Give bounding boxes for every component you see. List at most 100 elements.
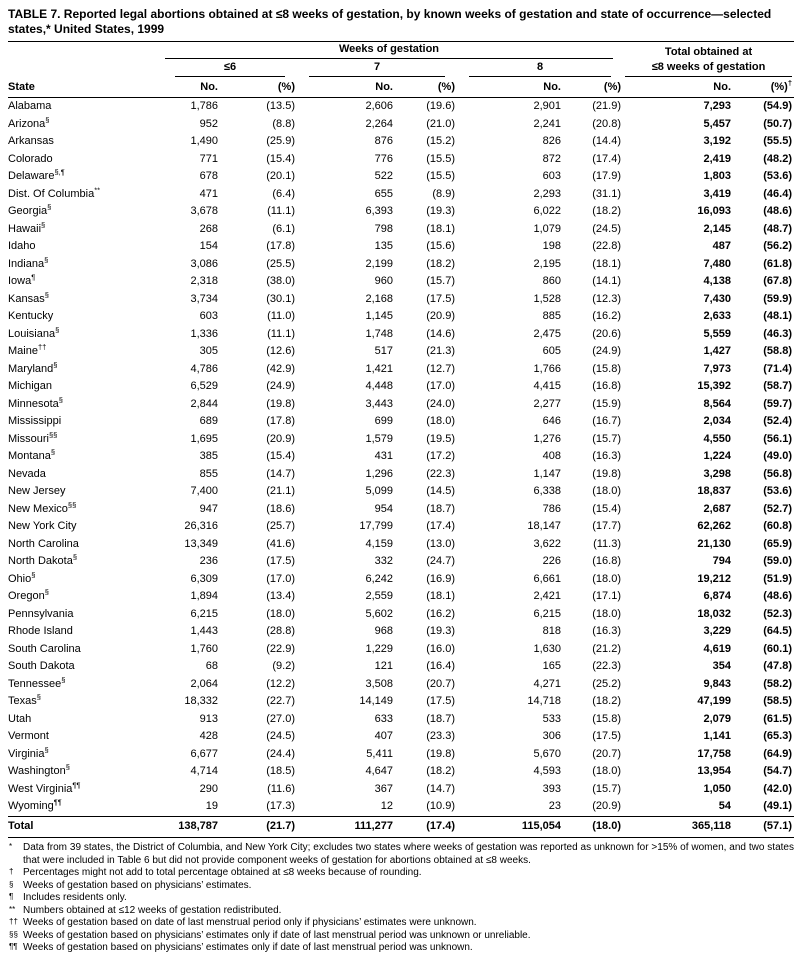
table-title: TABLE 7. Reported legal abortions obtain… bbox=[8, 7, 794, 42]
no-le6-cell: 154 bbox=[199, 240, 218, 252]
no-le6-cell: 138,787 bbox=[163, 815, 220, 838]
state-cell: Missouri§§ bbox=[8, 429, 58, 445]
total-no-cell: 3,419 bbox=[703, 187, 732, 200]
state-footnote-marker: § bbox=[44, 744, 49, 754]
no-8-cell: 4,593 bbox=[533, 765, 561, 777]
state-footnote-marker: ¶¶ bbox=[53, 797, 62, 807]
total-row: Total 138,787 (21.7) 111,277 (17.4) 115,054 (1… bbox=[8, 815, 795, 838]
subgroup-7-header: 7 bbox=[297, 60, 457, 78]
total-pct-cell: (58.7) bbox=[763, 380, 793, 392]
state-cell: Delaware§,¶ bbox=[8, 167, 65, 182]
pct-8-cell: (31.1) bbox=[592, 187, 622, 200]
footnote-text: Weeks of gestation based on physicians’ … bbox=[23, 879, 252, 891]
state-cell: Maryland§ bbox=[8, 359, 58, 375]
state-cell: Kansas§ bbox=[8, 289, 49, 305]
no-8-cell: 23 bbox=[548, 800, 561, 812]
pct-8-cell: (15.9) bbox=[592, 397, 622, 410]
table-row: Kansas§ 3,734 (30.1) 2,168 (17.5) 1,528 (12.3)… bbox=[8, 291, 794, 309]
pct-8-cell: (17.9) bbox=[592, 170, 622, 182]
total-no-cell: 21,130 bbox=[697, 537, 732, 550]
no-le6-column-header: No. bbox=[163, 78, 220, 98]
footnote: † Percentages might not add to total perc… bbox=[8, 867, 794, 880]
total-no-cell: 4,138 bbox=[703, 275, 732, 287]
pct-7-cell: (18.7) bbox=[426, 712, 455, 725]
no-7-cell: 1,145 bbox=[365, 310, 393, 322]
table-row: Georgia§ 3,678 (11.1) 6,393 (19.3) 6,022 (18.2… bbox=[8, 203, 794, 221]
state-cell: Arkansas bbox=[8, 135, 54, 147]
pct-le6-cell: (25.5) bbox=[266, 257, 295, 270]
total-pct-cell: (64.5) bbox=[763, 625, 793, 637]
no-le6-cell: 19 bbox=[205, 800, 218, 812]
pct-7-cell: (16.4) bbox=[426, 660, 455, 672]
total-no-cell: 6,874 bbox=[703, 590, 732, 602]
no-7-cell: 2,199 bbox=[365, 257, 393, 270]
no-le6-cell: 7,400 bbox=[190, 485, 218, 497]
state-footnote-marker: § bbox=[44, 289, 49, 299]
pct-7-cell: (19.6) bbox=[426, 100, 455, 112]
pct-8-cell: (16.8) bbox=[592, 555, 622, 567]
total-no-cell: 1,803 bbox=[703, 170, 732, 182]
no-7-cell: 699 bbox=[374, 415, 393, 427]
pct-8-cell: (21.9) bbox=[592, 100, 622, 112]
no-8-column-header: No. bbox=[457, 78, 563, 98]
header-spacer bbox=[8, 60, 163, 78]
no-le6-cell: 678 bbox=[199, 170, 218, 182]
total-pct-cell: (42.0) bbox=[763, 782, 793, 795]
pct-le6-cell: (27.0) bbox=[266, 712, 295, 725]
no-7-cell: 6,393 bbox=[365, 205, 393, 217]
table-row: Virginia§ 6,677 (24.4) 5,411 (19.8) 5,670 (20.… bbox=[8, 746, 794, 764]
state-footnote-marker: §§ bbox=[48, 429, 58, 439]
subgroup-le6-label: ≤6 bbox=[175, 61, 285, 77]
total-obtained-header-line2: ≤8 weeks of gestation bbox=[623, 60, 794, 78]
no-7-cell: 12 bbox=[380, 800, 393, 812]
pct-le6-cell: (30.1) bbox=[266, 292, 295, 305]
no-7-cell: 2,168 bbox=[365, 292, 393, 305]
weeks-of-gestation-header: Weeks of gestation bbox=[163, 42, 623, 60]
table-row: Iowa¶ 2,318 (38.0) 960 (15.7) 860 (14.1) 4,138 (… bbox=[8, 273, 794, 291]
no-le6-cell: 3,734 bbox=[190, 292, 218, 305]
pct-8-cell: (18.2) bbox=[592, 695, 622, 707]
no-le6-cell: 428 bbox=[199, 730, 218, 742]
state-cell: New York City bbox=[8, 520, 77, 532]
table-row: Montana§ 385 (15.4) 431 (17.2) 408 (16.3) 1,224… bbox=[8, 448, 794, 466]
state-column-header: State bbox=[8, 78, 163, 98]
pct-7-cell: (16.0) bbox=[426, 642, 455, 655]
pct-7-cell: (16.9) bbox=[426, 572, 455, 585]
table-row: Arizona§ 952 (8.8) 2,264 (21.0) 2,241 (20.8) 5,… bbox=[8, 116, 794, 134]
table-row: Wyoming¶¶ 19 (17.3) 12 (10.9) 23 (20.9) 54 (49.1… bbox=[8, 798, 794, 816]
footnote-text: Weeks of gestation based on physicians’ … bbox=[23, 942, 473, 953]
pct-7-cell: (18.1) bbox=[426, 222, 455, 235]
no-le6-cell: 1,695 bbox=[190, 432, 218, 445]
pct-8-cell: (24.5) bbox=[592, 222, 622, 235]
no-8-cell: 14,718 bbox=[527, 695, 561, 707]
state-cell: Idaho bbox=[8, 240, 36, 252]
no-le6-cell: 290 bbox=[199, 782, 218, 795]
pct-7-cell: (15.5) bbox=[426, 170, 455, 182]
total-pct-cell: (51.9) bbox=[763, 572, 793, 585]
pct-8-cell: (18.0) bbox=[592, 485, 622, 497]
total-pct-cell: (59.0) bbox=[763, 555, 793, 567]
no-le6-cell: 18,332 bbox=[184, 695, 218, 707]
state-cell: Pennsylvania bbox=[8, 607, 74, 620]
no-7-cell: 111,277 bbox=[297, 815, 395, 838]
total-no-cell: 1,050 bbox=[703, 782, 732, 795]
total-pct-cell: (48.2) bbox=[763, 152, 793, 165]
total-no-cell: 8,564 bbox=[703, 397, 732, 410]
no-7-cell: 2,606 bbox=[365, 100, 393, 112]
no-le6-cell: 1,490 bbox=[190, 135, 218, 147]
pct-8-cell: (24.9) bbox=[592, 345, 622, 357]
pct-7-cell: (19.8) bbox=[426, 747, 455, 760]
total-no-cell: 62,262 bbox=[697, 520, 732, 532]
state-cell: Louisiana§ bbox=[8, 324, 60, 340]
pct-le6-cell: (9.2) bbox=[272, 660, 295, 672]
total-no-cell: 7,480 bbox=[703, 257, 732, 270]
total-pct-cell: (59.7) bbox=[763, 397, 793, 410]
pct-8-cell: (17.1) bbox=[592, 590, 622, 602]
total-no-cell: 7,973 bbox=[703, 362, 732, 375]
no-8-cell: 306 bbox=[542, 730, 561, 742]
pct-7-cell: (17.5) bbox=[426, 695, 455, 707]
state-cell: Kentucky bbox=[8, 310, 54, 322]
pct-le6-cell: (11.6) bbox=[267, 782, 295, 795]
no-le6-cell: 1,786 bbox=[190, 100, 218, 112]
table-row: Michigan 6,529 (24.9) 4,448 (17.0) 4,415 (16.8… bbox=[8, 378, 794, 396]
